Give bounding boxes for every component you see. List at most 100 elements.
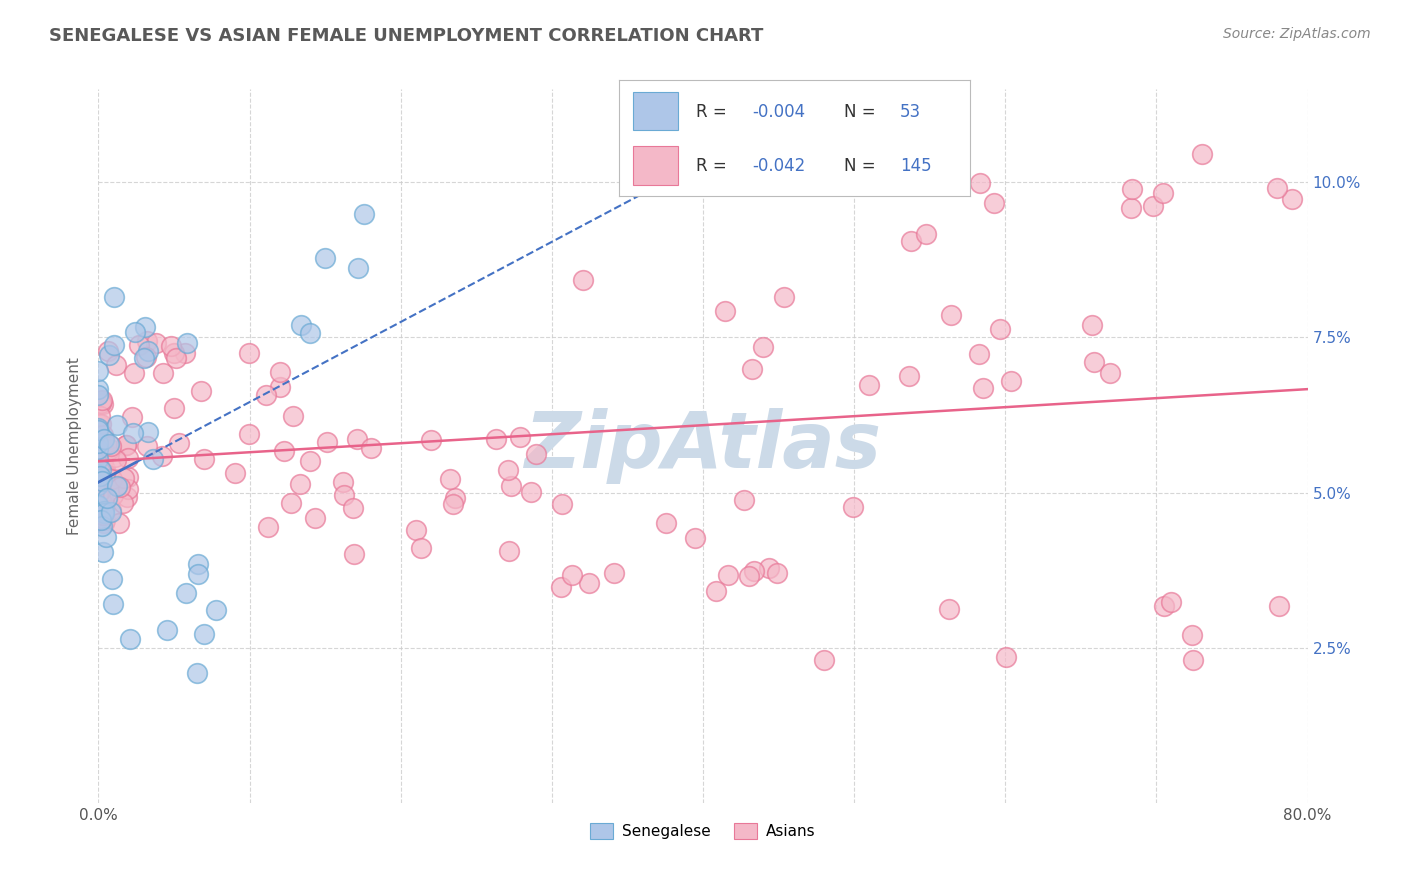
Point <box>1000 375 1022 389</box>
Point <box>741 362 763 376</box>
Point <box>193 452 215 467</box>
Point <box>283 409 305 424</box>
Point <box>738 569 761 583</box>
Point <box>1152 186 1174 200</box>
Point <box>91 459 114 474</box>
Point <box>89 469 111 483</box>
Point <box>87 487 110 501</box>
Point <box>98 442 121 457</box>
Point <box>1121 182 1143 196</box>
Point <box>314 251 336 265</box>
Point <box>156 624 179 638</box>
Point <box>90 474 112 488</box>
Point <box>90 396 112 410</box>
Point <box>405 523 427 537</box>
Point <box>105 479 128 493</box>
Y-axis label: Female Unemployment: Female Unemployment <box>67 357 83 535</box>
Point <box>97 436 120 450</box>
Point <box>165 351 187 366</box>
Point <box>758 561 780 575</box>
Point <box>717 568 740 582</box>
Point <box>115 490 138 504</box>
Point <box>93 397 115 411</box>
FancyBboxPatch shape <box>633 92 678 130</box>
Point <box>509 430 531 444</box>
Point <box>87 388 110 402</box>
Text: Source: ZipAtlas.com: Source: ZipAtlas.com <box>1223 27 1371 41</box>
Point <box>360 441 382 455</box>
Point <box>1098 366 1121 380</box>
Point <box>742 564 765 578</box>
Text: R =: R = <box>696 103 733 120</box>
Point <box>101 597 124 611</box>
Point <box>162 346 184 360</box>
Point <box>135 334 157 348</box>
Point <box>572 273 595 287</box>
Point <box>526 447 548 461</box>
Point <box>994 650 1017 665</box>
Point <box>498 544 520 558</box>
Text: N =: N = <box>844 157 880 175</box>
Text: -0.042: -0.042 <box>752 157 806 175</box>
Point <box>941 309 963 323</box>
Point <box>87 477 110 491</box>
Point <box>353 207 375 221</box>
Point <box>100 503 122 517</box>
Point <box>224 466 246 480</box>
Point <box>138 343 160 358</box>
Point <box>967 347 990 361</box>
Point <box>655 516 678 530</box>
Point <box>136 439 159 453</box>
Point <box>118 632 141 647</box>
Point <box>117 482 139 496</box>
Point <box>101 488 124 502</box>
Point <box>121 410 143 425</box>
Point <box>87 452 110 467</box>
Point <box>91 508 114 523</box>
Point <box>87 499 110 513</box>
Point <box>257 519 280 533</box>
Point <box>603 566 626 581</box>
Point <box>163 401 186 416</box>
Point <box>1142 199 1164 213</box>
Point <box>105 358 128 372</box>
Point <box>93 506 115 520</box>
Point <box>550 497 572 511</box>
Point <box>103 290 125 304</box>
Point <box>89 417 111 432</box>
Text: 145: 145 <box>900 157 931 175</box>
Point <box>90 417 112 432</box>
Point <box>842 500 865 515</box>
Point <box>1153 599 1175 614</box>
Point <box>117 470 139 484</box>
Point <box>90 463 112 477</box>
Point <box>858 377 880 392</box>
Point <box>91 439 114 453</box>
Point <box>87 442 110 456</box>
Point <box>988 322 1011 336</box>
Point <box>1081 318 1104 332</box>
Point <box>93 504 115 518</box>
Point <box>254 387 277 401</box>
Point <box>561 568 583 582</box>
Point <box>89 456 111 470</box>
Point <box>550 580 572 594</box>
Point <box>160 339 183 353</box>
Point <box>100 505 122 519</box>
Point <box>1121 201 1143 215</box>
Point <box>174 586 197 600</box>
Point <box>205 603 228 617</box>
Point <box>89 409 111 424</box>
Point <box>89 470 111 484</box>
Point <box>105 418 128 433</box>
Point <box>444 491 467 506</box>
Point <box>972 381 994 395</box>
Point <box>870 155 893 169</box>
Point <box>89 474 111 488</box>
Point <box>269 365 291 379</box>
Point <box>90 483 112 498</box>
Point <box>87 364 110 378</box>
Point <box>766 566 789 581</box>
Point <box>87 436 110 450</box>
Point <box>107 516 129 530</box>
